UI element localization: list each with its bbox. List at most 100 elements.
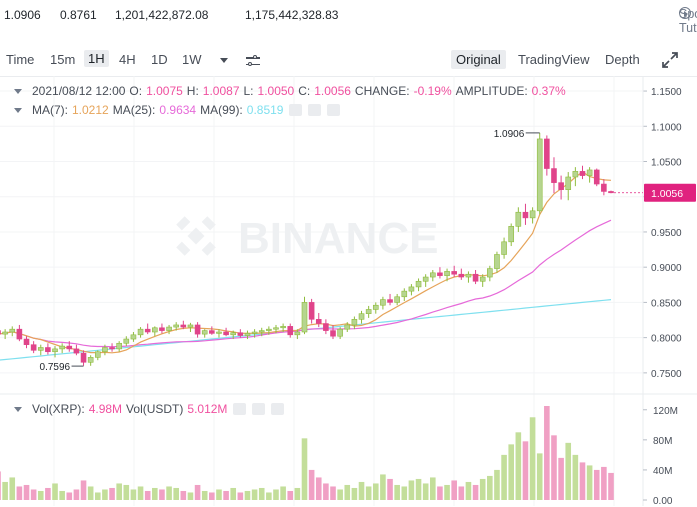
volume-bar bbox=[358, 481, 365, 500]
volume-bar bbox=[394, 484, 400, 500]
low-label: L: bbox=[243, 84, 254, 98]
open-label: O: bbox=[129, 84, 143, 98]
price-tick-label: 0.9500 bbox=[651, 228, 682, 239]
view-depth[interactable]: Depth bbox=[605, 52, 640, 67]
volume-bar bbox=[244, 490, 251, 500]
volume-bar bbox=[2, 481, 8, 500]
ma25-value: 0.9634 bbox=[159, 103, 197, 117]
volume-bar bbox=[251, 489, 258, 500]
volume-bar bbox=[87, 486, 94, 500]
volume-bar bbox=[415, 478, 422, 500]
eye-toggle-icon[interactable] bbox=[289, 104, 303, 116]
candle-body bbox=[579, 171, 586, 176]
volume-bar bbox=[159, 489, 165, 500]
candle-body bbox=[544, 138, 550, 169]
volume-bar bbox=[230, 487, 237, 500]
volume-bar bbox=[102, 489, 108, 500]
candle-body bbox=[365, 309, 372, 314]
tab-15m[interactable]: 15m bbox=[50, 52, 76, 67]
tab-1h[interactable]: 1H bbox=[84, 50, 109, 67]
collapse-chevron-down-icon[interactable] bbox=[14, 406, 22, 412]
volume-tick-label: 40M bbox=[653, 466, 672, 477]
candle-body bbox=[422, 276, 429, 282]
candle-body bbox=[551, 168, 557, 183]
candle-body bbox=[572, 171, 579, 178]
tab-1w[interactable]: 1W bbox=[182, 52, 202, 67]
ticker-stats: 1.0906 0.8761 1,201,422,872.08 1,175,442… bbox=[0, 0, 697, 35]
price-tick-label: 0.9000 bbox=[651, 263, 682, 274]
candles bbox=[0, 132, 614, 366]
volume-bar bbox=[387, 478, 393, 500]
candle-body bbox=[258, 330, 265, 333]
last-price-label: 1.0056 bbox=[651, 188, 683, 200]
candle-body bbox=[173, 324, 179, 328]
candle-body bbox=[451, 271, 457, 275]
fullscreen-expand-icon[interactable] bbox=[661, 51, 679, 69]
low-value: 1.0050 bbox=[257, 84, 295, 98]
volume-bar bbox=[330, 486, 336, 500]
change-value: -0.19% bbox=[413, 84, 452, 98]
ma7-label: MA(7): bbox=[32, 103, 68, 117]
candle-body bbox=[401, 290, 408, 298]
volume-bar bbox=[351, 487, 358, 500]
indicator-settings-icon[interactable] bbox=[246, 55, 260, 67]
min-price-label: 0.7596 bbox=[40, 362, 71, 373]
volume-bar bbox=[209, 492, 215, 500]
volume-bar bbox=[501, 454, 507, 500]
candle-body bbox=[387, 299, 393, 303]
close-icon[interactable] bbox=[327, 104, 341, 116]
candle-body bbox=[144, 328, 151, 333]
candle-body bbox=[515, 211, 522, 227]
tab-1d[interactable]: 1D bbox=[151, 52, 168, 67]
gear-icon[interactable] bbox=[252, 403, 266, 415]
view-original[interactable]: Original bbox=[451, 50, 506, 69]
more-timeframes-chevron-down-icon[interactable] bbox=[220, 58, 228, 63]
volume-bar bbox=[94, 492, 101, 500]
volume-bar bbox=[187, 492, 194, 500]
volume-bar bbox=[294, 487, 301, 500]
collapse-chevron-down-icon[interactable] bbox=[14, 107, 22, 113]
tab-time[interactable]: Time bbox=[6, 52, 35, 67]
candle-body bbox=[323, 323, 329, 331]
candle-body bbox=[294, 331, 301, 336]
volume-bar bbox=[465, 481, 472, 500]
gear-icon[interactable] bbox=[308, 104, 322, 116]
volume-bar bbox=[223, 490, 229, 500]
volume-bar bbox=[494, 469, 500, 500]
volume-bar bbox=[16, 486, 23, 500]
volume-bar bbox=[572, 454, 579, 500]
ma25-label: MA(25): bbox=[112, 103, 156, 117]
chart-grid bbox=[0, 76, 697, 506]
collapse-chevron-down-icon[interactable] bbox=[14, 88, 22, 94]
candle-body bbox=[59, 345, 65, 350]
volume-bar bbox=[0, 471, 1, 500]
view-tradingview[interactable]: TradingView bbox=[518, 52, 590, 67]
close-icon[interactable] bbox=[271, 403, 285, 415]
volume-bar bbox=[52, 483, 58, 500]
candle-body bbox=[522, 211, 529, 219]
volume-bar bbox=[593, 469, 600, 500]
candle-body bbox=[180, 324, 187, 328]
candle-body bbox=[315, 319, 322, 324]
volume-bar bbox=[365, 486, 372, 500]
candle-body bbox=[494, 254, 500, 269]
open-value: 1.0075 bbox=[146, 84, 183, 98]
candle-body bbox=[2, 331, 8, 335]
candle-body bbox=[608, 191, 614, 194]
candle-body bbox=[130, 334, 137, 340]
candle-body bbox=[137, 328, 144, 336]
volume-bar bbox=[565, 442, 572, 500]
price-tick-label: 0.8000 bbox=[651, 334, 682, 345]
tab-4h[interactable]: 4H bbox=[119, 52, 136, 67]
candle-body bbox=[216, 331, 222, 334]
volume-bar bbox=[130, 489, 137, 500]
volume-bar bbox=[422, 483, 429, 500]
candlestick-chart[interactable]: BINANCE 1.15001.10001.05001.00000.95000.… bbox=[0, 76, 697, 507]
candle-body bbox=[109, 347, 115, 350]
candle-body bbox=[152, 327, 158, 333]
candle-body bbox=[94, 351, 101, 358]
spot-tutorial-link[interactable]: Spot Tutorial bbox=[679, 0, 697, 35]
volume-bar bbox=[80, 480, 87, 500]
volume-bar bbox=[152, 487, 158, 500]
eye-toggle-icon[interactable] bbox=[233, 403, 247, 415]
